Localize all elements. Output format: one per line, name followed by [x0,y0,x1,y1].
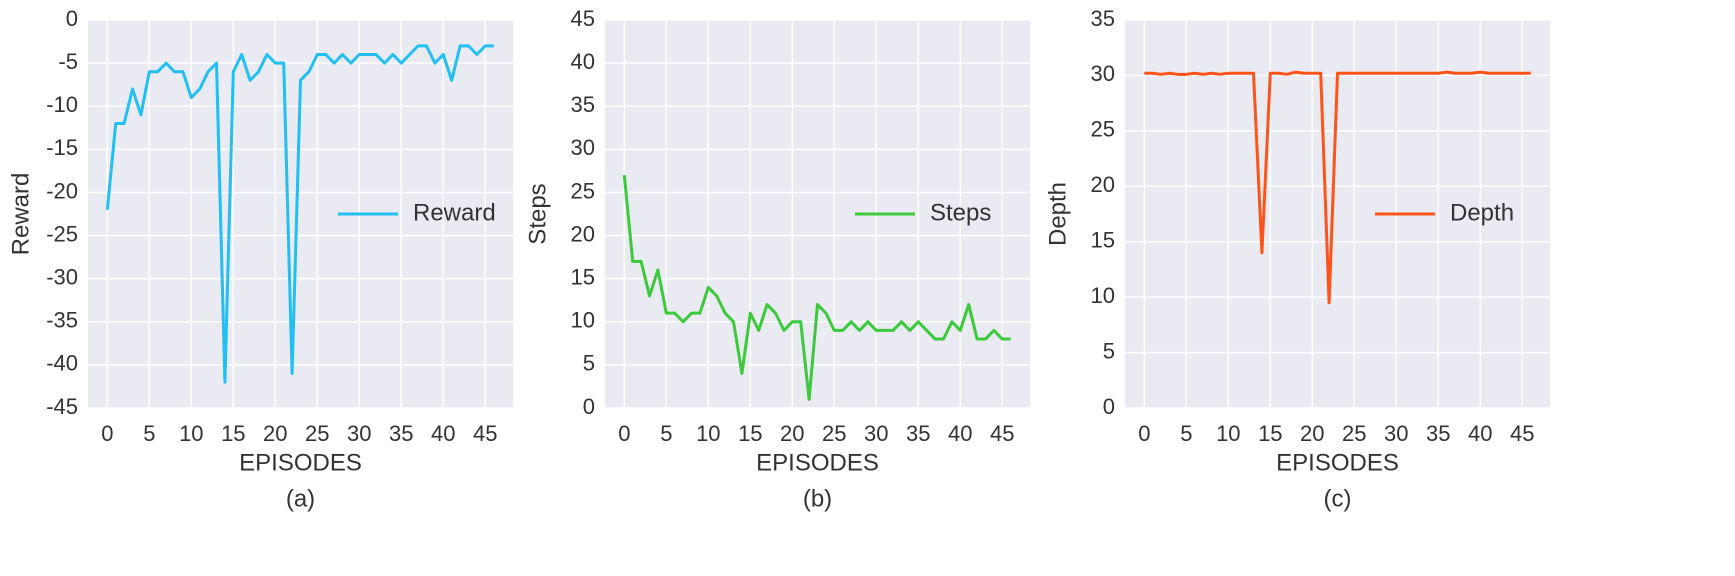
x-tick-label: 10 [696,421,720,446]
y-tick-label: 35 [571,92,595,117]
y-tick-label: -35 [46,308,78,333]
legend-label: Reward [413,199,496,226]
x-tick-label: 5 [143,421,155,446]
y-tick-label: 10 [571,308,595,333]
y-tick-label: 0 [66,6,78,31]
legend-label: Steps [930,199,991,226]
line [1144,70,1531,305]
x-tick-label: 20 [1300,421,1324,446]
y-tick-label: 15 [1091,228,1115,253]
caption: (c) [1324,485,1352,512]
x-tick-label: 0 [1138,421,1150,446]
x-axis-label: EPISODES [1276,449,1399,476]
y-tick-label: 5 [583,351,595,376]
y-tick-label: -20 [46,178,78,203]
line [105,44,494,384]
x-tick-label: 25 [305,421,329,446]
x-tick-label: 40 [431,421,455,446]
line [622,175,1011,401]
y-tick-label: 25 [1091,117,1115,142]
x-tick-label: 5 [660,421,672,446]
plot-area [605,20,1030,408]
y-axis-label: Steps [524,183,551,244]
x-tick-label: 10 [179,421,203,446]
x-tick-label: 25 [1342,421,1366,446]
y-tick-label: -10 [46,92,78,117]
y-tick-label: -5 [58,49,78,74]
y-tick-label: 0 [583,394,595,419]
y-tick-label: 25 [571,178,595,203]
x-tick-label: 35 [389,421,413,446]
y-tick-label: 35 [1091,6,1115,31]
y-tick-label: -40 [46,351,78,376]
x-tick-label: 15 [1258,421,1282,446]
x-axis-label: EPISODES [239,449,362,476]
y-tick-label: 45 [571,6,595,31]
x-tick-label: 20 [780,421,804,446]
y-tick-label: 15 [571,264,595,289]
y-tick-label: 10 [1091,283,1115,308]
x-tick-label: 45 [990,421,1014,446]
x-tick-label: 35 [1426,421,1450,446]
x-tick-label: 30 [864,421,888,446]
x-tick-label: 40 [1468,421,1492,446]
y-tick-label: -45 [46,394,78,419]
y-tick-label: 20 [1091,172,1115,197]
y-tick-label: 0 [1103,394,1115,419]
x-tick-label: 40 [948,421,972,446]
caption: (b) [803,485,832,512]
x-tick-label: 30 [347,421,371,446]
caption: (a) [286,485,315,512]
x-tick-label: 5 [1180,421,1192,446]
x-tick-label: 45 [473,421,497,446]
x-tick-label: 0 [101,421,113,446]
y-tick-label: -30 [46,264,78,289]
y-tick-label: 5 [1103,338,1115,363]
x-tick-label: 0 [618,421,630,446]
y-tick-label: 30 [571,135,595,160]
x-tick-label: 20 [263,421,287,446]
y-tick-label: 30 [1091,61,1115,86]
x-axis-label: EPISODES [756,449,879,476]
y-tick-label: -15 [46,135,78,160]
legend-label: Depth [1450,199,1514,226]
y-axis-label: Depth [1044,182,1071,246]
x-tick-label: 10 [1216,421,1240,446]
x-tick-label: 15 [738,421,762,446]
x-tick-label: 25 [822,421,846,446]
y-tick-label: 20 [571,221,595,246]
y-tick-label: 40 [571,49,595,74]
x-tick-label: 45 [1510,421,1534,446]
x-tick-label: 15 [221,421,245,446]
x-tick-label: 35 [906,421,930,446]
y-axis-label: Reward [7,173,34,256]
y-tick-label: -25 [46,221,78,246]
x-tick-label: 30 [1384,421,1408,446]
